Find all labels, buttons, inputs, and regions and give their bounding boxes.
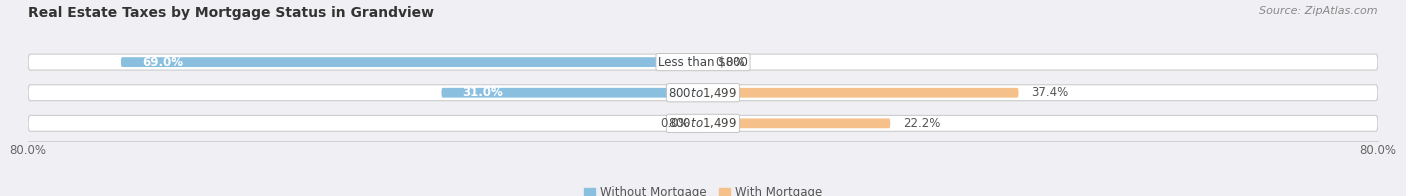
Text: $800 to $1,499: $800 to $1,499 <box>668 86 738 100</box>
Text: $800 to $1,499: $800 to $1,499 <box>668 116 738 130</box>
FancyBboxPatch shape <box>28 85 1378 101</box>
FancyBboxPatch shape <box>703 118 890 128</box>
Text: 22.2%: 22.2% <box>903 117 941 130</box>
Text: 37.4%: 37.4% <box>1031 86 1069 99</box>
Text: 31.0%: 31.0% <box>463 86 503 99</box>
Text: Source: ZipAtlas.com: Source: ZipAtlas.com <box>1260 6 1378 16</box>
FancyBboxPatch shape <box>121 57 703 67</box>
Text: Real Estate Taxes by Mortgage Status in Grandview: Real Estate Taxes by Mortgage Status in … <box>28 6 434 20</box>
Text: 0.0%: 0.0% <box>716 56 745 69</box>
Legend: Without Mortgage, With Mortgage: Without Mortgage, With Mortgage <box>579 181 827 196</box>
FancyBboxPatch shape <box>28 54 1378 70</box>
FancyBboxPatch shape <box>703 88 1018 98</box>
Text: Less than $800: Less than $800 <box>658 56 748 69</box>
Text: 69.0%: 69.0% <box>142 56 183 69</box>
FancyBboxPatch shape <box>28 115 1378 131</box>
Text: 0.0%: 0.0% <box>661 117 690 130</box>
FancyBboxPatch shape <box>441 88 703 98</box>
